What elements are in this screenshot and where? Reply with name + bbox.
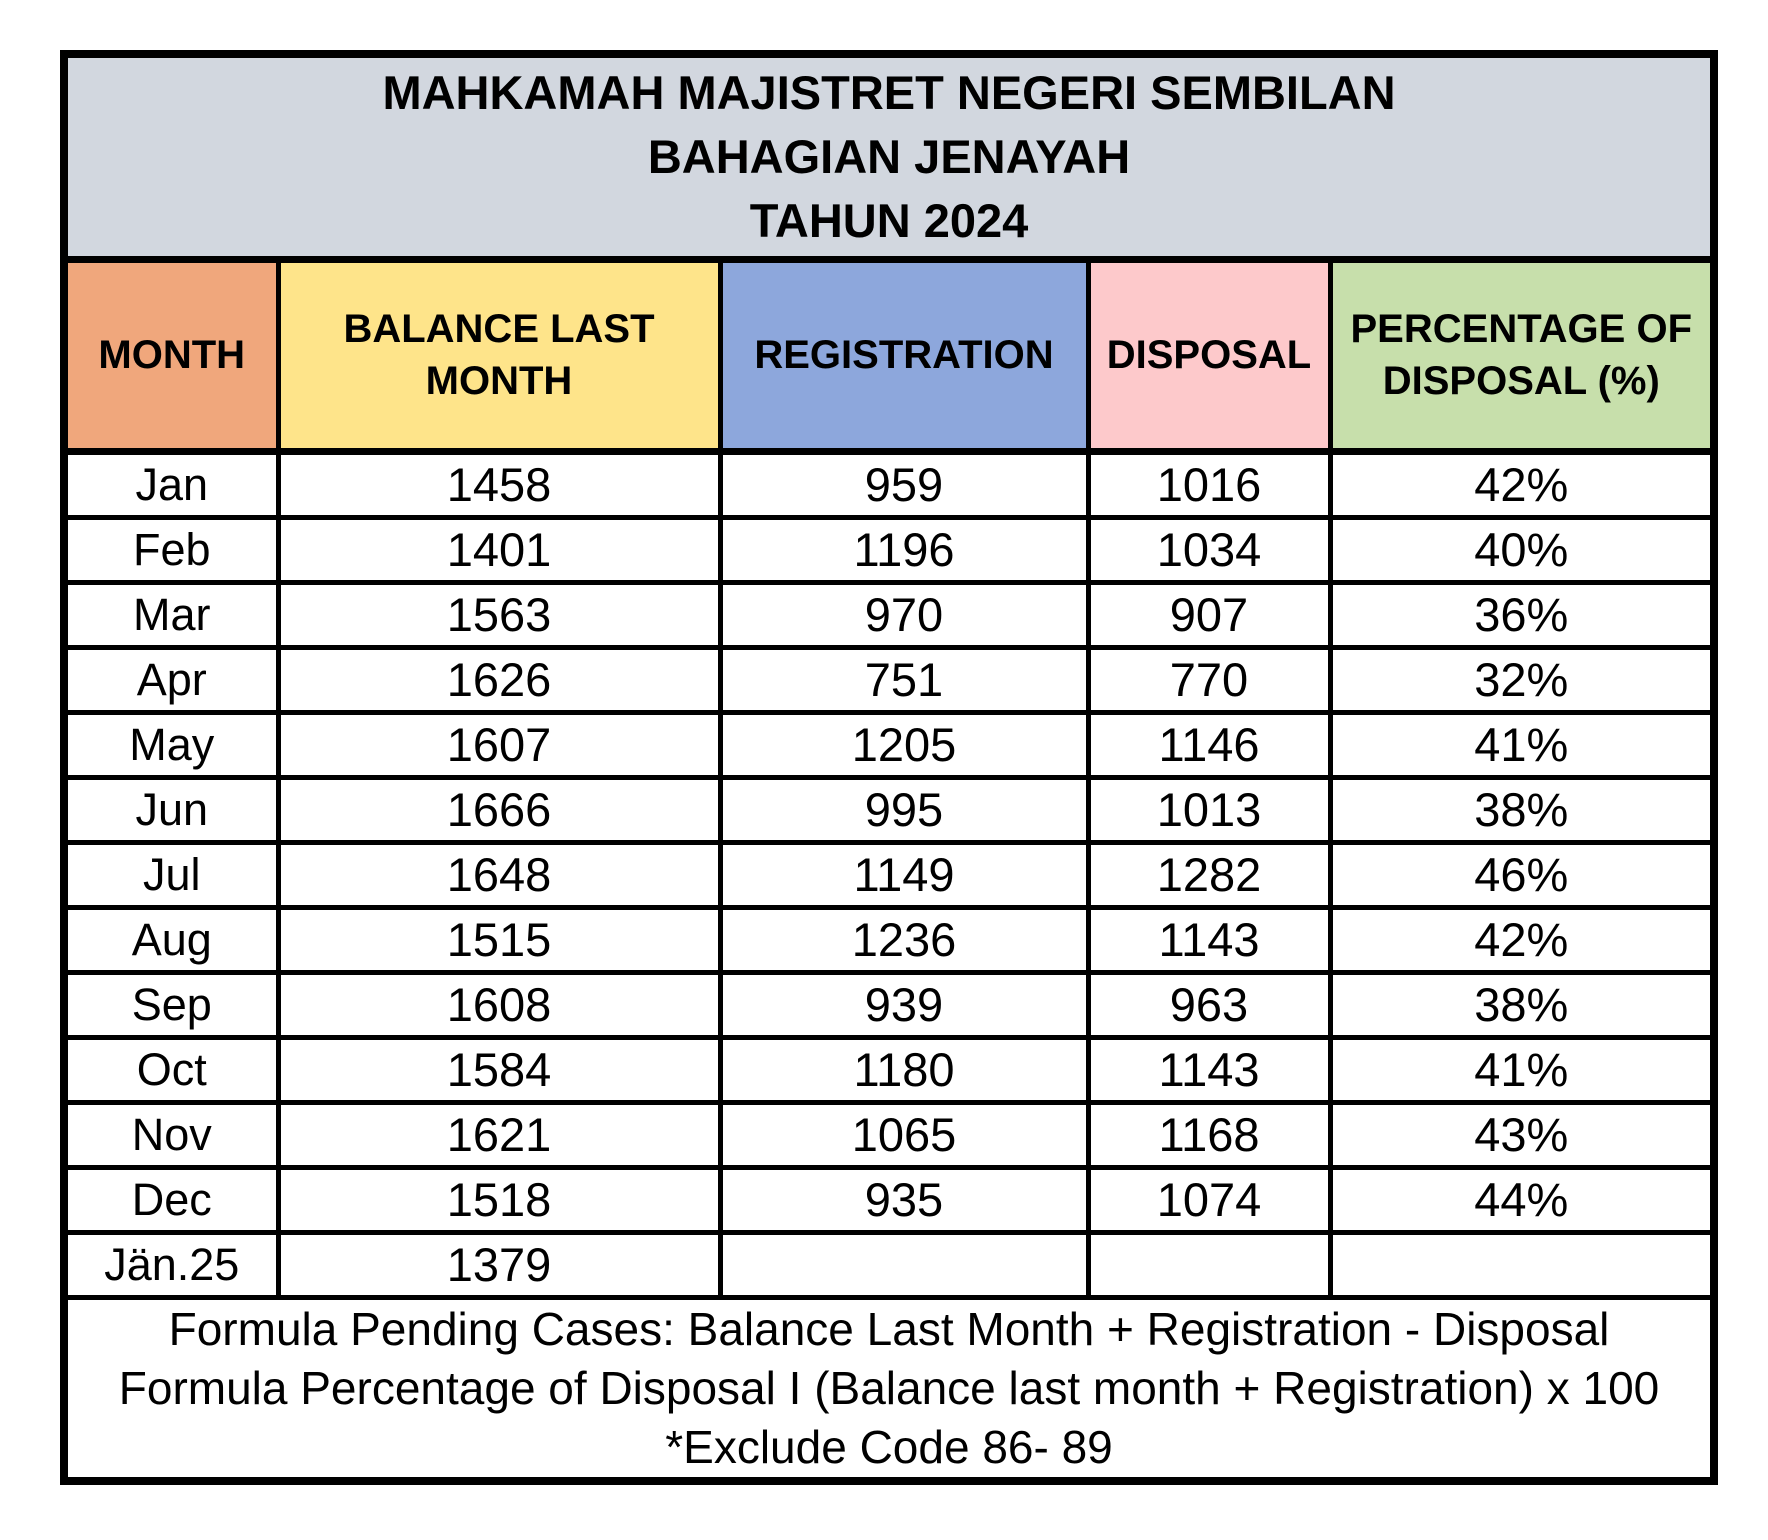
cell-month: Mar <box>61 579 281 650</box>
cell-month: Dec <box>61 1164 281 1235</box>
cell-balance: 1607 <box>275 709 723 780</box>
cell-balance: 1648 <box>275 839 723 910</box>
cell-disposal: 1034 <box>1085 514 1333 585</box>
cell-disposal: 1074 <box>1085 1164 1333 1235</box>
cell-percentage: 44% <box>1327 1164 1717 1235</box>
cell-month: Jän.25 <box>61 1229 281 1300</box>
cell-month: Sep <box>61 969 281 1040</box>
table-row: Jun 1666 995 1013 38% <box>61 774 1717 845</box>
cell-disposal: 963 <box>1085 969 1333 1040</box>
table-row: Jän.25 1379 <box>61 1229 1717 1300</box>
table-row: Sep 1608 939 963 38% <box>61 969 1717 1040</box>
table-row: Jul 1648 1149 1282 46% <box>61 839 1717 910</box>
cell-percentage: 38% <box>1327 969 1717 1040</box>
table-row: May 1607 1205 1146 41% <box>61 709 1717 780</box>
table-footer: Formula Pending Cases: Balance Last Mont… <box>61 1294 1717 1483</box>
cell-balance: 1518 <box>275 1164 723 1235</box>
column-header-disposal: DISPOSAL <box>1085 255 1333 455</box>
cell-registration: 970 <box>717 579 1091 650</box>
cell-registration: 1149 <box>717 839 1091 910</box>
cell-month: Jul <box>61 839 281 910</box>
cell-month: Apr <box>61 644 281 715</box>
cell-disposal: 1146 <box>1085 709 1333 780</box>
cell-percentage: 32% <box>1327 644 1717 715</box>
table-row: Dec 1518 935 1074 44% <box>61 1164 1717 1235</box>
cell-month: May <box>61 709 281 780</box>
cell-registration: 1205 <box>717 709 1091 780</box>
cell-percentage: 43% <box>1327 1099 1717 1170</box>
cell-month: Jun <box>61 774 281 845</box>
cell-disposal <box>1085 1229 1333 1300</box>
cell-registration: 1065 <box>717 1099 1091 1170</box>
column-header-row: MONTH BALANCE LAST MONTH REGISTRATION DISPO… <box>61 255 1717 455</box>
cell-balance: 1515 <box>275 904 723 975</box>
title-line-division: BAHAGIAN JENAYAH <box>647 129 1131 183</box>
cell-disposal: 1282 <box>1085 839 1333 910</box>
cell-percentage: 41% <box>1327 1034 1717 1105</box>
title-row: MAHKAMAH MAJISTRET NEGERI SEMBILAN BAHAG… <box>61 51 1717 262</box>
cell-month: Feb <box>61 514 281 585</box>
cell-disposal: 770 <box>1085 644 1333 715</box>
cell-month: Jan <box>61 448 281 520</box>
cell-disposal: 1143 <box>1085 904 1333 975</box>
cell-balance: 1458 <box>275 448 723 520</box>
cell-registration: 1196 <box>717 514 1091 585</box>
table-row: Jan 1458 959 1016 42% <box>61 448 1717 520</box>
cell-balance: 1621 <box>275 1099 723 1170</box>
cell-balance: 1584 <box>275 1034 723 1105</box>
footer-formula-pending-cases: Formula Pending Cases: Balance Last Mont… <box>168 1302 1610 1355</box>
cell-percentage: 42% <box>1327 448 1717 520</box>
cell-disposal: 1013 <box>1085 774 1333 845</box>
cell-month: Nov <box>61 1099 281 1170</box>
cell-balance: 1401 <box>275 514 723 585</box>
cell-balance: 1563 <box>275 579 723 650</box>
table-row: Oct 1584 1180 1143 41% <box>61 1034 1717 1105</box>
cell-registration: 939 <box>717 969 1091 1040</box>
cell-percentage: 42% <box>1327 904 1717 975</box>
table-row: Mar 1563 970 907 36% <box>61 579 1717 650</box>
cell-balance: 1666 <box>275 774 723 845</box>
cell-disposal: 1168 <box>1085 1099 1333 1170</box>
statistics-table: MAHKAMAH MAJISTRET NEGERI SEMBILAN BAHAG… <box>60 50 1719 1485</box>
cell-percentage <box>1327 1229 1717 1300</box>
column-header-registration: REGISTRATION <box>717 255 1091 455</box>
footer-exclude-code-note: *Exclude Code 86- 89 <box>665 1420 1113 1473</box>
cell-registration: 1180 <box>717 1034 1091 1105</box>
table-row: Feb 1401 1196 1034 40% <box>61 514 1717 585</box>
title-line-year: TAHUN 2024 <box>749 193 1029 247</box>
cell-balance: 1608 <box>275 969 723 1040</box>
cell-percentage: 46% <box>1327 839 1717 910</box>
cell-registration: 959 <box>717 448 1091 520</box>
cell-disposal: 1143 <box>1085 1034 1333 1105</box>
cell-registration: 751 <box>717 644 1091 715</box>
cell-registration: 935 <box>717 1164 1091 1235</box>
cell-disposal: 1016 <box>1085 448 1333 520</box>
cell-registration <box>717 1229 1091 1300</box>
cell-balance: 1379 <box>275 1229 723 1300</box>
table-title: MAHKAMAH MAJISTRET NEGERI SEMBILAN BAHAG… <box>61 51 1717 262</box>
cell-percentage: 41% <box>1327 709 1717 780</box>
cell-disposal: 907 <box>1085 579 1333 650</box>
cell-balance: 1626 <box>275 644 723 715</box>
cell-percentage: 38% <box>1327 774 1717 845</box>
table-row: Apr 1626 751 770 32% <box>61 644 1717 715</box>
title-line-court-name: MAHKAMAH MAJISTRET NEGERI SEMBILAN <box>382 65 1396 119</box>
footer-formula-percentage-disposal: Formula Percentage of Disposal I (Balanc… <box>118 1361 1660 1414</box>
cell-registration: 995 <box>717 774 1091 845</box>
footer-row: Formula Pending Cases: Balance Last Mont… <box>61 1294 1717 1483</box>
column-header-balance: BALANCE LAST MONTH <box>275 255 723 455</box>
cell-registration: 1236 <box>717 904 1091 975</box>
column-header-month: MONTH <box>61 255 281 455</box>
cell-percentage: 40% <box>1327 514 1717 585</box>
cell-month: Oct <box>61 1034 281 1105</box>
cell-percentage: 36% <box>1327 579 1717 650</box>
table-row: Nov 1621 1065 1168 43% <box>61 1099 1717 1170</box>
cell-month: Aug <box>61 904 281 975</box>
table-row: Aug 1515 1236 1143 42% <box>61 904 1717 975</box>
column-header-percentage: PERCENTAGE OF DISPOSAL (%) <box>1327 255 1717 455</box>
